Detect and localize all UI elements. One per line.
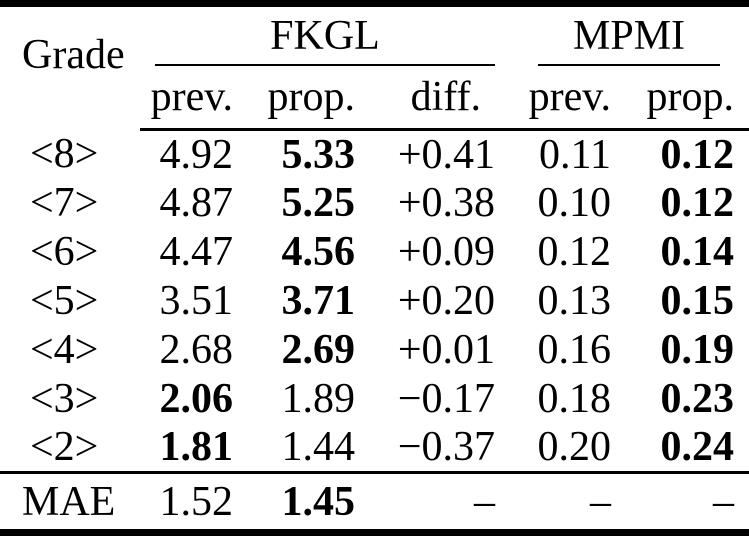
- value-cell: 0.16: [537, 327, 612, 373]
- mpmi-prop-header: prop.: [611, 65, 749, 131]
- value-cell: +0.20: [397, 278, 495, 324]
- value-cell: 4.87: [159, 180, 234, 226]
- value-cell: 0.10: [537, 180, 612, 226]
- value-cell: 3.51: [159, 278, 234, 324]
- fkgl-group-label: FKGL: [270, 13, 380, 60]
- fkgl-group-header: FKGL: [140, 4, 495, 66]
- value-cell: 1.52: [140, 471, 233, 533]
- fkgl-cmidrule: [155, 63, 495, 66]
- grade-cell: <8>: [30, 131, 99, 177]
- value-cell: +0.01: [397, 327, 495, 373]
- table-row-grade8: <8> 4.92 5.33 +0.41 0.11 0.12: [0, 130, 749, 179]
- group-header-row: Grade FKGL MPMI: [0, 4, 749, 76]
- grade-cell: <5>: [30, 278, 99, 324]
- value-cell: −0.17: [397, 376, 495, 422]
- grade-cell: <2>: [30, 424, 99, 471]
- table-row-grade2: <2> 1.81 1.44 −0.37 0.20 0.24: [0, 424, 749, 473]
- fkgl-prop-header: prop.: [233, 65, 355, 131]
- value-cell: 0.12: [660, 131, 735, 178]
- value-cell: 0.13: [537, 278, 612, 324]
- fkgl-prev-header: prev.: [140, 65, 233, 131]
- value-cell: –: [611, 471, 749, 533]
- table-row-grade5: <5> 3.51 3.71 +0.20 0.13 0.15: [0, 277, 749, 326]
- value-cell: 0.20: [537, 424, 612, 471]
- mpmi-group-header: MPMI: [495, 4, 749, 66]
- mae-label: MAE: [0, 471, 140, 533]
- table-row-grade3: <3> 2.06 1.89 −0.17 0.18 0.23: [0, 375, 749, 424]
- value-cell: 2.69: [281, 327, 356, 373]
- value-cell: 0.23: [660, 376, 735, 422]
- grade-cell: <3>: [30, 376, 99, 422]
- value-cell: 0.12: [537, 229, 612, 275]
- value-cell: 1.44: [281, 424, 356, 471]
- value-cell: –: [355, 471, 495, 533]
- mpmi-group-label: MPMI: [572, 13, 686, 60]
- value-cell: 4.47: [159, 229, 234, 275]
- value-cell: 5.33: [281, 131, 356, 178]
- value-cell: −0.37: [397, 424, 495, 471]
- table-row-grade4: <4> 2.68 2.69 +0.01 0.16 0.19: [0, 326, 749, 375]
- table-row-grade6: <6> 4.47 4.56 +0.09 0.12 0.14: [0, 228, 749, 277]
- value-cell: 0.12: [660, 180, 735, 226]
- fkgl-diff-header: diff.: [355, 65, 495, 131]
- mpmi-prev-header: prev.: [495, 65, 611, 131]
- mpmi-cmidrule: [538, 63, 721, 66]
- grade-cell: <6>: [30, 229, 99, 275]
- grade-cell: <4>: [30, 327, 99, 373]
- value-cell: 0.11: [539, 131, 611, 178]
- value-cell: 5.25: [281, 180, 356, 226]
- mae-summary-row: MAE 1.52 1.45 – – –: [0, 471, 749, 533]
- grade-cell: <7>: [30, 180, 99, 226]
- value-cell: 4.92: [159, 131, 234, 178]
- value-cell: 1.81: [159, 424, 234, 471]
- results-table: Grade FKGL MPMI prev. prop. diff. prev. …: [0, 0, 749, 536]
- value-cell: +0.09: [397, 229, 495, 275]
- value-cell: 2.06: [159, 376, 234, 422]
- value-cell: 2.68: [159, 327, 234, 373]
- value-cell: +0.41: [397, 131, 495, 178]
- value-cell: 0.18: [537, 376, 612, 422]
- value-cell: 0.14: [660, 229, 735, 275]
- value-cell: 4.56: [281, 229, 356, 275]
- value-cell: +0.38: [397, 180, 495, 226]
- value-cell: 0.19: [660, 327, 735, 373]
- value-cell: 3.71: [281, 278, 356, 324]
- table-row-grade7: <7> 4.87 5.25 +0.38 0.10 0.12: [0, 179, 749, 228]
- value-cell: 0.24: [660, 424, 735, 471]
- value-cell: 1.45: [233, 471, 355, 533]
- sub-header-row: prev. prop. diff. prev. prop.: [0, 65, 749, 131]
- value-cell: –: [495, 471, 611, 533]
- value-cell: 0.15: [660, 278, 735, 324]
- grade-column-header: Grade: [22, 32, 125, 79]
- value-cell: 1.89: [281, 376, 356, 422]
